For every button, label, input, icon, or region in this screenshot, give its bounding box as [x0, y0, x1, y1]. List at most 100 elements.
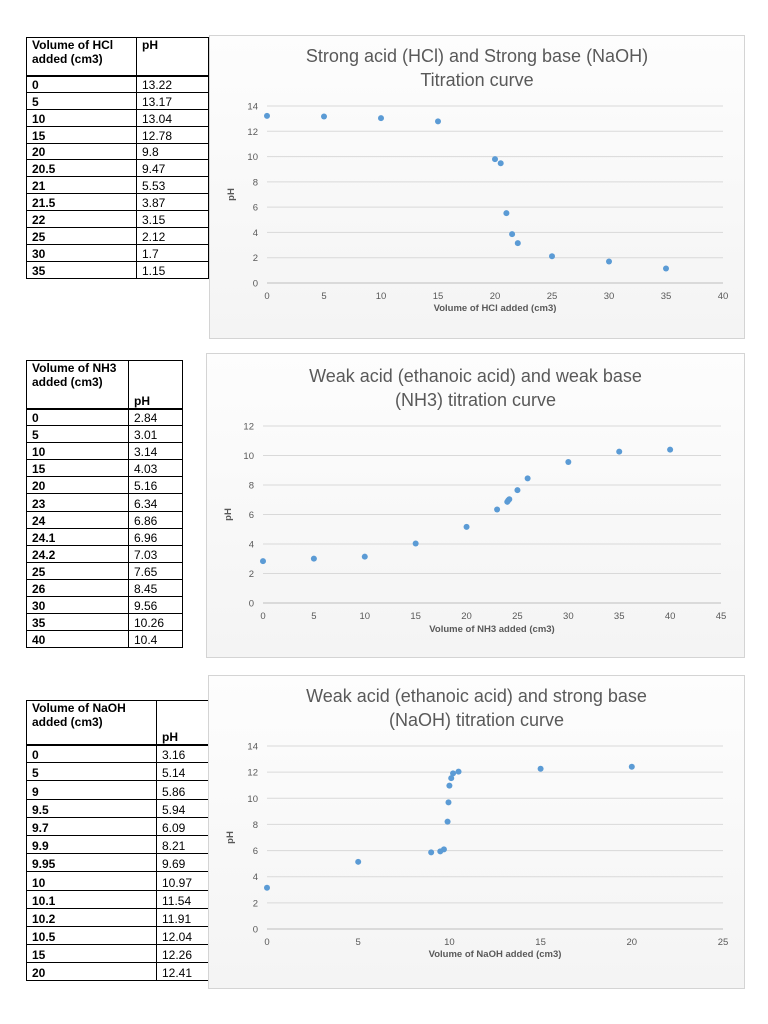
data-point	[445, 799, 452, 806]
x-tick-label: 30	[604, 291, 615, 302]
x-tick-label: 25	[512, 611, 523, 622]
table-row: 5 3.01	[26, 425, 183, 444]
volume-cell: 10.2	[26, 907, 157, 927]
table-row: 0 3.16	[26, 743, 209, 764]
x-tick-label: 5	[321, 291, 326, 302]
volume-cell: 35	[26, 260, 137, 279]
volume-cell: 5	[26, 762, 157, 782]
ph-cell: 13.17	[136, 91, 209, 110]
table-row: 20.5 9.47	[26, 159, 209, 178]
data-point	[514, 487, 521, 494]
x-tick-label: 45	[716, 611, 727, 622]
x-tick-label: 25	[547, 291, 558, 302]
volume-cell: 15	[26, 944, 157, 964]
table-header-row: Volume of NH3 added (cm3) pH	[26, 360, 183, 410]
chart-title: Weak acid (ethanoic acid) and weak base	[309, 366, 642, 386]
y-tick-label: 14	[247, 102, 258, 113]
x-tick-label: 15	[433, 291, 444, 302]
ph-cell: 7.65	[128, 561, 183, 580]
data-point	[455, 768, 462, 775]
table-row: 0 13.22	[26, 75, 209, 93]
table-row: 5 5.14	[26, 762, 209, 782]
table-row: 15 12.78	[26, 125, 209, 144]
data-point	[310, 555, 317, 562]
volume-cell: 5	[26, 91, 137, 110]
y-tick-label: 4	[253, 228, 258, 239]
volume-cell: 23	[26, 493, 129, 512]
volume-cell: 26	[26, 578, 129, 598]
volume-cell: 10	[26, 108, 137, 127]
volume-cell: 10	[26, 871, 157, 891]
x-tick-label: 30	[563, 611, 574, 622]
table-row: 22 3.15	[26, 210, 209, 229]
data-point	[446, 782, 453, 789]
volume-cell: 15	[26, 459, 129, 478]
ph-cell: 12.04	[156, 925, 209, 946]
table-row: 30 9.56	[26, 596, 183, 615]
ph-cell: 9.56	[128, 596, 183, 615]
data-point	[264, 884, 270, 891]
x-tick-label: 10	[359, 611, 370, 622]
ph-cell: 10.97	[156, 871, 209, 891]
x-tick-label: 20	[490, 291, 501, 302]
ph-cell: 5.86	[156, 780, 209, 800]
ph-cell: 5.16	[128, 476, 183, 495]
y-axis-label: pH	[225, 831, 236, 844]
data-point	[463, 523, 470, 530]
volume-cell: 20	[26, 962, 157, 982]
y-tick-label: 12	[247, 127, 258, 138]
chart-3: Weak acid (ethanoic acid) and strong bas…	[208, 675, 745, 989]
y-tick-label: 4	[249, 540, 254, 551]
data-point	[667, 446, 674, 453]
ph-cell: 5.94	[156, 798, 209, 818]
volume-cell: 9	[26, 780, 157, 800]
ph-cell: 12.41	[156, 962, 209, 982]
table-row: 21 5.53	[26, 176, 209, 195]
x-tick-label: 15	[410, 611, 421, 622]
data-point	[606, 258, 612, 265]
data-point	[497, 160, 504, 167]
table-row: 5 13.17	[26, 91, 209, 110]
data-point	[440, 846, 447, 853]
table-row: 25 7.65	[26, 561, 183, 580]
table-row: 10 10.97	[26, 871, 209, 891]
data-point	[264, 112, 270, 119]
ph-cell: 13.22	[136, 75, 209, 93]
volume-cell: 20	[26, 142, 137, 161]
y-tick-label: 4	[253, 872, 258, 883]
x-tick-label: 10	[376, 291, 387, 302]
volume-column-header: Volume of NaOH added (cm3)	[26, 700, 157, 746]
table-row: 24.1 6.96	[26, 527, 183, 546]
data-table-1: Volume of HCl added (cm3) pH 0 13.22 5 13.17 1…	[26, 37, 209, 279]
volume-cell: 22	[26, 210, 137, 229]
ph-cell: 2.12	[136, 227, 209, 245]
volume-cell: 10.1	[26, 889, 157, 909]
data-point	[260, 558, 266, 565]
ph-column-header: pH	[128, 360, 183, 410]
volume-cell: 9.7	[26, 816, 157, 836]
ph-cell: 10.26	[128, 613, 183, 632]
ph-cell: 5.14	[156, 762, 209, 782]
table-row: 10.5 12.04	[26, 925, 209, 946]
data-point	[321, 113, 327, 120]
y-tick-label: 10	[247, 152, 258, 163]
ph-cell: 13.04	[136, 108, 209, 127]
ph-cell: 1.7	[136, 243, 209, 262]
volume-cell: 0	[26, 743, 157, 764]
data-point	[549, 253, 555, 260]
x-tick-label: 0	[260, 611, 265, 622]
chart-title: (NH3) titration curve	[394, 390, 557, 410]
volume-cell: 10	[26, 442, 129, 461]
table-row: 20 9.8	[26, 142, 209, 161]
y-tick-label: 6	[253, 846, 258, 857]
x-tick-label: 40	[718, 291, 729, 302]
data-point	[428, 849, 435, 856]
y-tick-label: 2	[249, 569, 254, 580]
x-tick-label: 40	[665, 611, 676, 622]
volume-cell: 10.5	[26, 925, 157, 946]
volume-cell: 30	[26, 596, 129, 615]
y-tick-label: 14	[247, 742, 258, 753]
y-tick-label: 2	[253, 253, 258, 264]
chart-title: (NaOH) titration curve	[388, 710, 565, 730]
volume-cell: 5	[26, 425, 129, 444]
